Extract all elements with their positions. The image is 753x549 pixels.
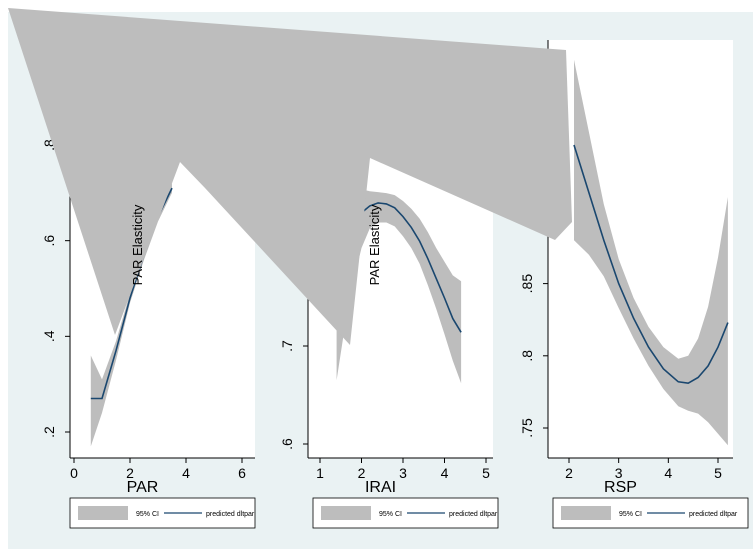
x-tick-label: 4 <box>441 465 449 481</box>
legend-3: 95% CI predicted dltpar <box>552 497 749 529</box>
x-tick-label: 6 <box>238 465 246 481</box>
ci-band <box>574 59 728 446</box>
x-axis-title: IRAI <box>365 479 396 496</box>
legend-ci-label: 95% CI <box>136 511 159 518</box>
y-tick-label: .8 <box>41 139 57 151</box>
legend-1: 95% CI predicted dltpar <box>69 497 256 529</box>
legend-ci-label: 95% CI <box>379 511 402 518</box>
axes-1: .2 .4 .6 .8 0 2 4 6 PAR <box>41 40 255 496</box>
y-axis-title-1: PAR Elasticity <box>130 204 145 285</box>
legend-line-label: predicted dltpar <box>206 511 255 518</box>
x-tick-label: 3 <box>615 465 623 481</box>
legend-line-label: predicted dltpar <box>689 511 738 518</box>
x-axis-title: PAR <box>127 479 159 496</box>
y-tick-label: .7 <box>279 340 295 352</box>
legend-ci-swatch <box>561 506 611 520</box>
legend-ci-label: 95% CI <box>619 511 642 518</box>
x-tick-label: 1 <box>316 465 324 481</box>
x-tick-label: 4 <box>664 465 672 481</box>
legend-2: 95% CI predicted dltpar <box>312 497 499 529</box>
y-tick-label: .6 <box>41 235 57 247</box>
y-tick-label: .2 <box>41 426 57 438</box>
y-axis-title-2: PAR Elasticity <box>367 204 382 285</box>
ci-band <box>90 183 172 447</box>
y-tick-label: .8 <box>519 350 535 362</box>
x-tick-label: 2 <box>565 465 573 481</box>
y-tick-label: .4 <box>41 330 57 342</box>
x-tick-label: 2 <box>358 465 366 481</box>
legend-line-label: predicted dltpar <box>449 511 498 518</box>
x-tick-label: 5 <box>714 465 722 481</box>
x-tick-label: 4 <box>182 465 190 481</box>
legend-ci-swatch <box>321 506 371 520</box>
legend-ci-swatch <box>78 506 128 520</box>
y-tick-label: .75 <box>519 418 535 438</box>
y-tick-label: .85 <box>519 274 535 294</box>
x-axis-title: RSP <box>604 479 637 496</box>
x-tick-label: 3 <box>399 465 407 481</box>
ci-band <box>336 159 462 384</box>
x-tick-label: 5 <box>482 465 490 481</box>
predicted-line <box>573 144 729 385</box>
overlay-wedge <box>8 8 572 345</box>
x-tick-label: 2 <box>126 465 134 481</box>
y-tick-label: .6 <box>279 438 295 450</box>
x-tick-label: 0 <box>70 465 78 481</box>
